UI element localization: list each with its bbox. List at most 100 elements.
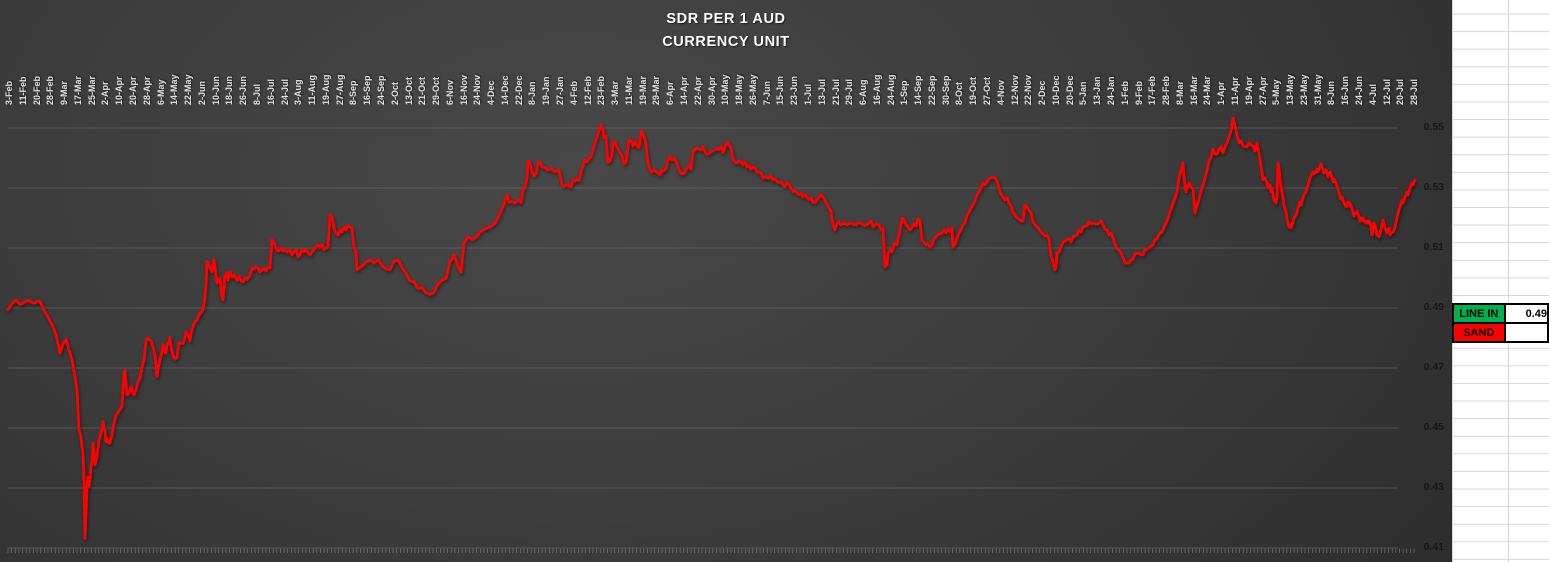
x-axis-label: 26-May (747, 74, 758, 105)
x-axis-label: 17-Mar (72, 75, 83, 105)
x-axis-label: 16-Mar (1188, 75, 1199, 105)
y-axis-label: 0.41 (1423, 541, 1444, 553)
x-axis-label: 2-Apr (100, 81, 111, 105)
price-line (6, 116, 1417, 540)
x-axis-label: 24-Jan (1106, 76, 1116, 105)
x-axis-label: 24-Sep (375, 75, 386, 105)
y-axis-label: 0.51 (1423, 241, 1444, 253)
plot-svg (6, 116, 1417, 553)
x-axis-label: 8-Jan (527, 81, 538, 105)
x-axis-label: 22-Sep (926, 75, 937, 105)
x-axis-label: 10-Dec (1050, 75, 1061, 105)
x-axis-label: 6-May (155, 79, 166, 105)
y-axis-label: 0.43 (1423, 481, 1444, 493)
x-axis-label: 27-Aug (334, 74, 345, 105)
x-axis-label: 20-Apr (128, 76, 138, 105)
x-axis-label: 19-Oct (968, 76, 979, 105)
x-axis-label: 2-Dec (1037, 80, 1048, 105)
sand-cell[interactable]: SAND (1452, 322, 1506, 343)
x-axis-label: 20-Dec (1064, 75, 1075, 105)
x-axis-label: 1-Sep (899, 80, 910, 105)
x-axis-label: 10-Jun (210, 75, 221, 105)
x-axis-label: 11-Feb (17, 76, 28, 105)
x-axis-label: 22-Dec (513, 75, 524, 105)
y-axis-label: 0.55 (1423, 121, 1444, 133)
x-axis-label: 12-Nov (1009, 74, 1020, 105)
x-axis-label: 16-Sep (362, 75, 373, 105)
spreadsheet-grid[interactable]: LINE IN 0.49 SAND (1452, 0, 1549, 562)
x-axis-label: 8-Mar (1174, 80, 1185, 105)
x-axis-label: 8-Jun (1326, 80, 1337, 105)
x-axis-label: 4-Feb (568, 80, 579, 105)
x-axis-label: 1-Feb (1119, 80, 1130, 105)
x-axis-label: 23-Jun (789, 75, 800, 105)
x-axis-label: 21-Jul (830, 78, 841, 105)
x-axis-label: 12-Jul (1381, 78, 1392, 105)
y-axis-label: 0.45 (1423, 421, 1444, 433)
x-axis-label: 14-Sep (913, 75, 924, 105)
x-axis-label: 24-Mar (1202, 75, 1213, 105)
x-axis-label: 29-Mar (651, 75, 662, 105)
x-axis-label: 18-Jun (224, 75, 235, 105)
x-axis-label: 14-Apr (679, 76, 689, 105)
x-axis-label: 4-Jul (1367, 83, 1378, 105)
x-axis-label: 13-Jul (816, 78, 827, 105)
x-axis-label: 15-Jun (775, 75, 786, 105)
x-axis-label: 6-Apr (665, 81, 676, 105)
x-axis-label: 4-Dec (486, 80, 497, 105)
x-axis-label: 18-May (734, 74, 744, 105)
x-axis-label: 5-May (1271, 79, 1282, 105)
x-axis-label: 10-Apr (114, 76, 125, 105)
x-axis-label: 19-Apr (1243, 76, 1254, 105)
x-axis-label: 2-Jun (196, 80, 207, 105)
x-axis-label: 30-Apr (706, 76, 717, 105)
x-axis-label: 26-Jun (238, 75, 249, 105)
x-axis-label: 9-Feb (1133, 80, 1144, 105)
x-axis-label: 14-May (169, 74, 180, 105)
x-axis-label: 19-Aug (320, 74, 331, 105)
x-axis-label: 29-Oct (431, 76, 441, 105)
y-axis-label: 0.53 (1423, 181, 1444, 193)
x-axis-label: 24-Jul (279, 78, 290, 105)
x-axis-label: 9-Mar (59, 80, 70, 105)
x-axis-label: 11-Apr (1229, 76, 1240, 105)
x-axis-label: 5-Jan (1078, 81, 1089, 105)
x-axis-label: 17-Feb (1147, 75, 1158, 105)
x-axis-label: 19-Jan (541, 76, 552, 105)
chart-title-line1: SDR PER 1 AUD (666, 11, 786, 27)
sand-value-cell[interactable] (1503, 322, 1549, 343)
x-axis-label: 27-Jan (555, 76, 565, 105)
x-axis-label: 20-Jul (1395, 78, 1406, 105)
x-axis-label: 16-Jun (1340, 75, 1351, 105)
x-axis-label: 14-Dec (499, 75, 510, 105)
line-in-cell[interactable]: LINE IN (1452, 303, 1506, 324)
x-axis-label: 29-Jul (844, 78, 855, 105)
x-axis-label: 12-Feb (582, 75, 593, 105)
y-axis-label: 0.49 (1423, 301, 1444, 313)
x-axis-label: 11-Mar (623, 76, 634, 105)
x-axis-label: 22-Nov (1023, 74, 1034, 105)
x-axis-label: 3-Feb (4, 80, 14, 105)
x-axis-label: 28-Apr (141, 76, 152, 105)
x-axis-label: 28-Feb (45, 75, 56, 105)
x-axis-label: 25-Mar (86, 75, 97, 105)
x-axis-label: 2-Oct (389, 81, 400, 105)
x-axis-label: 1-Apr (1216, 81, 1227, 105)
x-axis-label: 6-Nov (444, 79, 455, 105)
x-axis-label: 8-Sep (348, 80, 359, 105)
chart-area[interactable]: SDR PER 1 AUD CURRENCY UNIT 3-Feb 11-Feb 2… (0, 0, 1452, 562)
x-axis-label: 30-Sep (940, 75, 951, 105)
x-axis-label: 3-Mar (610, 80, 621, 105)
chart-title: SDR PER 1 AUD CURRENCY UNIT (0, 8, 1452, 54)
x-axis-label: 1-Jul (802, 83, 813, 105)
x-axis-label: 23-Feb (596, 75, 607, 105)
x-axis-label: 13-Jan (1092, 76, 1103, 105)
x-axis-label: 7-Jun (761, 80, 772, 105)
x-axis-label: 13-Oct (403, 76, 414, 105)
x-axis-label: 8-Jul (251, 83, 262, 105)
x-axis-label: 6-Aug (858, 79, 868, 106)
x-axis-label: 16-Jul (265, 78, 276, 105)
line-in-value-cell[interactable]: 0.49 (1503, 303, 1549, 324)
x-axis-label: 4-Nov (995, 79, 1006, 105)
